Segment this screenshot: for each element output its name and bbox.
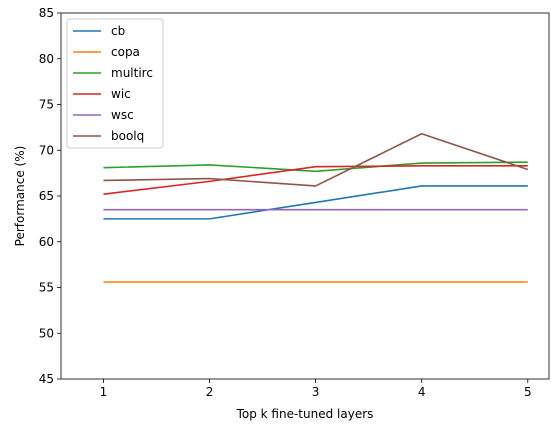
legend-label-multirc: multirc [111, 66, 153, 80]
series-line-boolq [103, 132, 529, 187]
x-tick-label: 2 [206, 385, 214, 399]
y-tick-label: 45 [39, 372, 54, 386]
x-tick-label: 3 [312, 385, 320, 399]
x-tick-label: 4 [418, 385, 426, 399]
y-tick-label: 50 [39, 326, 54, 340]
y-tick-label: 80 [39, 52, 54, 66]
x-axis-ticks: 1 2 3 4 5 [100, 379, 532, 399]
y-tick-label: 85 [39, 6, 54, 20]
y-tick-label: 60 [39, 235, 54, 249]
y-tick-label: 70 [39, 143, 54, 157]
y-axis-ticks: 45 50 55 60 65 70 75 80 85 [39, 6, 61, 386]
legend-label-boolq: boolq [111, 129, 144, 143]
x-axis-label: Top k fine-tuned layers [236, 407, 374, 421]
y-tick-label: 65 [39, 189, 54, 203]
series-line-multirc [103, 161, 528, 173]
y-axis-label: Performance (%) [13, 146, 27, 247]
y-tick-label: 75 [39, 98, 54, 112]
x-tick-label: 1 [100, 385, 108, 399]
x-tick-label: 5 [524, 385, 532, 399]
legend-label-copa: copa [111, 45, 140, 59]
legend-label-cb: cb [111, 24, 125, 38]
series-line-cb [103, 185, 528, 220]
y-tick-label: 55 [39, 281, 54, 295]
series-layer [103, 132, 529, 283]
legend-label-wic: wic [111, 87, 131, 101]
series-line-wic [103, 165, 528, 195]
legend: cb copa multirc wic wsc boolq [66, 18, 164, 149]
legend-label-wsc: wsc [111, 108, 134, 122]
